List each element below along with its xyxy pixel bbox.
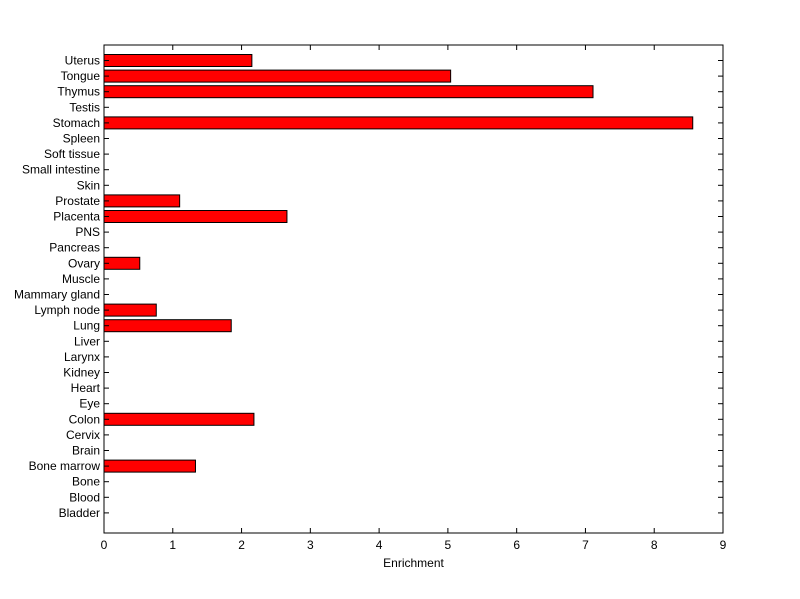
x-tick-label-2: 2 [238,538,245,552]
y-tick-label-spleen: Spleen [63,132,100,146]
x-tick-label-7: 7 [582,538,589,552]
y-tick-label-larynx: Larynx [64,350,100,364]
y-tick-label-lymph-node: Lymph node [34,303,100,317]
y-tick-label-tongue: Tongue [61,69,101,83]
x-tick-label-4: 4 [376,538,383,552]
bar-bone-marrow [103,459,196,473]
bar-prostate [103,194,181,208]
y-tick-label-heart: Heart [71,381,101,395]
y-tick-label-eye: Eye [79,397,100,411]
bar-colon [103,412,255,426]
y-tick-label-small-intestine: Small intestine [22,163,100,177]
bar-uterus [103,54,253,67]
y-tick-label-kidney: Kidney [63,366,100,380]
x-tick-label-9: 9 [720,538,727,552]
x-tick-label-1: 1 [169,538,176,552]
x-tick-label-0: 0 [101,538,108,552]
bar-thymus [103,85,594,99]
bar-tongue [103,69,452,83]
y-tick-label-muscle: Muscle [62,272,100,286]
bar-lymph-node [103,303,157,317]
y-tick-label-uterus: Uterus [65,54,100,68]
y-tick-label-liver: Liver [74,334,100,348]
bars [103,54,694,473]
y-tick-label-thymus: Thymus [57,85,100,99]
y-tick-label-stomach: Stomach [53,116,100,130]
y-tick-label-colon: Colon [69,412,100,426]
x-axis: 0 1 2 3 4 5 6 7 8 9 [101,45,727,552]
x-tick-label-3: 3 [307,538,314,552]
y-tick-label-brain: Brain [72,444,100,458]
y-tick-label-mammary-gland: Mammary gland [14,288,100,302]
y-tick-label-pancreas: Pancreas [49,241,100,255]
bar-stomach [103,116,694,130]
y-tick-label-placenta: Placenta [53,210,100,224]
y-tick-label-pns: PNS [75,225,100,239]
bar-lung [103,319,232,333]
y-tick-label-bone-marrow: Bone marrow [29,459,101,473]
y-tick-label-ovary: Ovary [68,256,100,270]
y-tick-label-soft-tissue: Soft tissue [44,147,100,161]
y-tick-label-prostate: Prostate [55,194,100,208]
bar-ovary [103,256,141,270]
y-tick-label-cervix: Cervix [66,428,100,442]
x-tick-label-5: 5 [445,538,452,552]
bar-placenta [103,210,288,223]
y-tick-label-skin: Skin [77,178,100,192]
x-tick-label-8: 8 [651,538,658,552]
y-tick-label-lung: Lung [73,319,100,333]
y-tick-label-bone: Bone [72,475,100,489]
y-tick-label-bladder: Bladder [59,506,100,520]
y-tick-label-blood: Blood [69,490,100,504]
x-tick-label-6: 6 [513,538,520,552]
y-tick-label-testis: Testis [69,100,100,114]
x-axis-label: Enrichment [383,556,444,570]
